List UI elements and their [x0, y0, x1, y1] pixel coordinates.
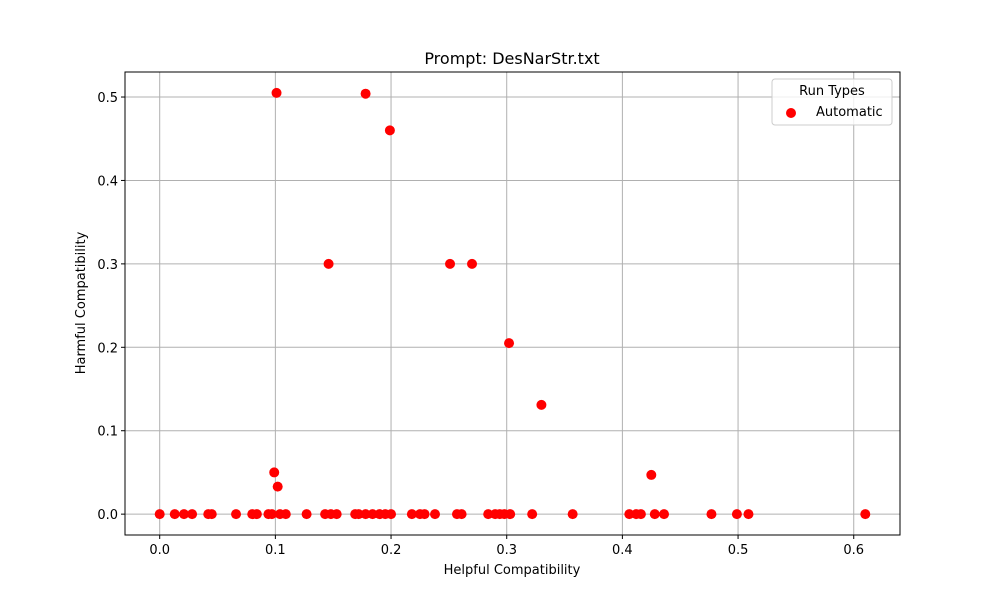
legend-title: Run Types: [799, 84, 865, 99]
y-axis-ticks: 0.0 0.1 0.2 0.3 0.4 0.5: [97, 91, 125, 523]
y-tick-label: 0.2: [97, 341, 118, 356]
y-tick-label: 0.1: [97, 425, 118, 440]
x-tick-label: 0.6: [843, 543, 864, 558]
y-tick-label: 0.0: [97, 508, 118, 523]
x-tick-label: 0.5: [728, 543, 749, 558]
data-point: [323, 258, 334, 269]
data-point: [527, 509, 538, 520]
data-point: [536, 399, 547, 410]
data-point: [269, 467, 280, 478]
x-axis-ticks: 0.0 0.1 0.2 0.3 0.4 0.5 0.6: [149, 535, 864, 558]
y-tick-label: 0.5: [97, 91, 118, 106]
data-point: [178, 509, 189, 520]
data-point: [504, 338, 515, 349]
data-point: [406, 509, 417, 520]
x-tick-label: 0.0: [149, 543, 170, 558]
y-tick-label: 0.4: [97, 174, 118, 189]
data-point: [624, 509, 635, 520]
data-point: [360, 509, 371, 520]
data-point: [419, 509, 430, 520]
data-point: [367, 509, 378, 520]
plot-frame: [124, 71, 901, 536]
data-point: [445, 258, 456, 269]
data-point: [353, 509, 364, 520]
data-point: [860, 509, 871, 520]
x-tick-label: 0.2: [381, 543, 402, 558]
x-axis-label: Helpful Compatibility: [444, 563, 581, 578]
chart-title: Prompt: DesNarStr.txt: [424, 49, 599, 68]
data-point: [280, 509, 291, 520]
data-point: [706, 509, 717, 520]
data-point: [384, 125, 395, 136]
legend: Run Types Automatic: [771, 78, 893, 126]
data-point: [231, 509, 242, 520]
data-point: [659, 509, 670, 520]
legend-marker: [786, 108, 796, 118]
data-point: [646, 469, 657, 480]
data-point: [430, 509, 440, 520]
y-tick-label: 0.3: [97, 258, 118, 273]
data-point: [187, 509, 198, 520]
data-points: [154, 87, 871, 520]
legend-entry-label: Automatic: [816, 105, 883, 120]
data-point: [505, 509, 516, 520]
data-point: [331, 509, 342, 520]
data-point: [467, 258, 478, 269]
data-point: [266, 509, 277, 520]
data-point: [271, 87, 282, 98]
legend-box: [771, 78, 893, 126]
data-point: [169, 509, 180, 520]
data-point: [386, 509, 397, 520]
x-tick-label: 0.4: [612, 543, 633, 558]
data-point: [456, 509, 467, 520]
data-point: [154, 509, 165, 520]
data-point: [483, 509, 494, 520]
data-point: [635, 509, 646, 520]
data-point: [360, 88, 371, 99]
data-point: [206, 509, 217, 520]
y-axis-label: Harmful Compatibility: [74, 231, 89, 374]
data-point: [251, 509, 262, 520]
data-point: [743, 509, 754, 520]
data-point: [649, 509, 660, 520]
data-point: [567, 509, 578, 520]
data-point: [731, 509, 742, 520]
data-point: [272, 481, 283, 492]
x-tick-label: 0.1: [265, 543, 286, 558]
x-tick-label: 0.3: [496, 543, 517, 558]
data-point: [301, 509, 312, 520]
